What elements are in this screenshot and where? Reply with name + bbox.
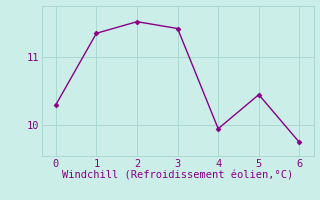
X-axis label: Windchill (Refroidissement éolien,°C): Windchill (Refroidissement éolien,°C) — [62, 170, 293, 180]
